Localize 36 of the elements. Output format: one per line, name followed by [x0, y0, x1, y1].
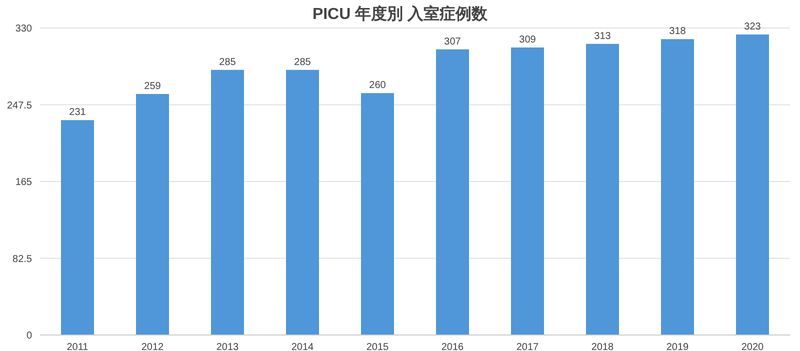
- bar: [586, 44, 619, 335]
- data-label: 313: [594, 30, 612, 42]
- x-tick-label: 2017: [516, 342, 540, 351]
- x-tick-label: 2019: [666, 342, 690, 351]
- bar: [661, 39, 694, 335]
- x-tick-label: 2018: [591, 342, 614, 351]
- data-label: 318: [669, 26, 686, 38]
- bar: [61, 120, 94, 335]
- x-tick-label: 2011: [66, 342, 89, 351]
- y-tick-label: 0: [26, 330, 32, 342]
- bar: [361, 93, 394, 335]
- x-tick-label: 2013: [216, 342, 240, 351]
- data-label: 231: [69, 107, 86, 118]
- data-label: 309: [519, 34, 536, 46]
- x-tick-label: 2015: [366, 342, 390, 351]
- data-label: 285: [219, 56, 236, 68]
- bar: [136, 94, 169, 335]
- data-label: 285: [294, 56, 312, 68]
- bar: [211, 70, 244, 335]
- y-tick-label: 82.5: [12, 254, 32, 265]
- bar: [736, 34, 769, 335]
- y-tick-label: 330: [15, 24, 32, 35]
- x-tick-label: 2020: [741, 342, 764, 351]
- chart-title: PICU 年度別 入室症例数: [312, 6, 488, 23]
- x-tick-label: 2016: [441, 342, 464, 351]
- x-tick-label: 2012: [141, 342, 164, 351]
- x-tick-label: 2014: [291, 342, 314, 351]
- data-label: 259: [144, 81, 162, 92]
- data-label: 307: [444, 36, 462, 48]
- bar: [286, 70, 319, 335]
- bar: [436, 49, 469, 335]
- bar: [511, 48, 544, 335]
- y-tick-label: 165: [15, 177, 32, 188]
- y-tick-label: 247.5: [6, 100, 32, 112]
- data-label: 260: [369, 80, 386, 92]
- data-label: 323: [744, 22, 762, 33]
